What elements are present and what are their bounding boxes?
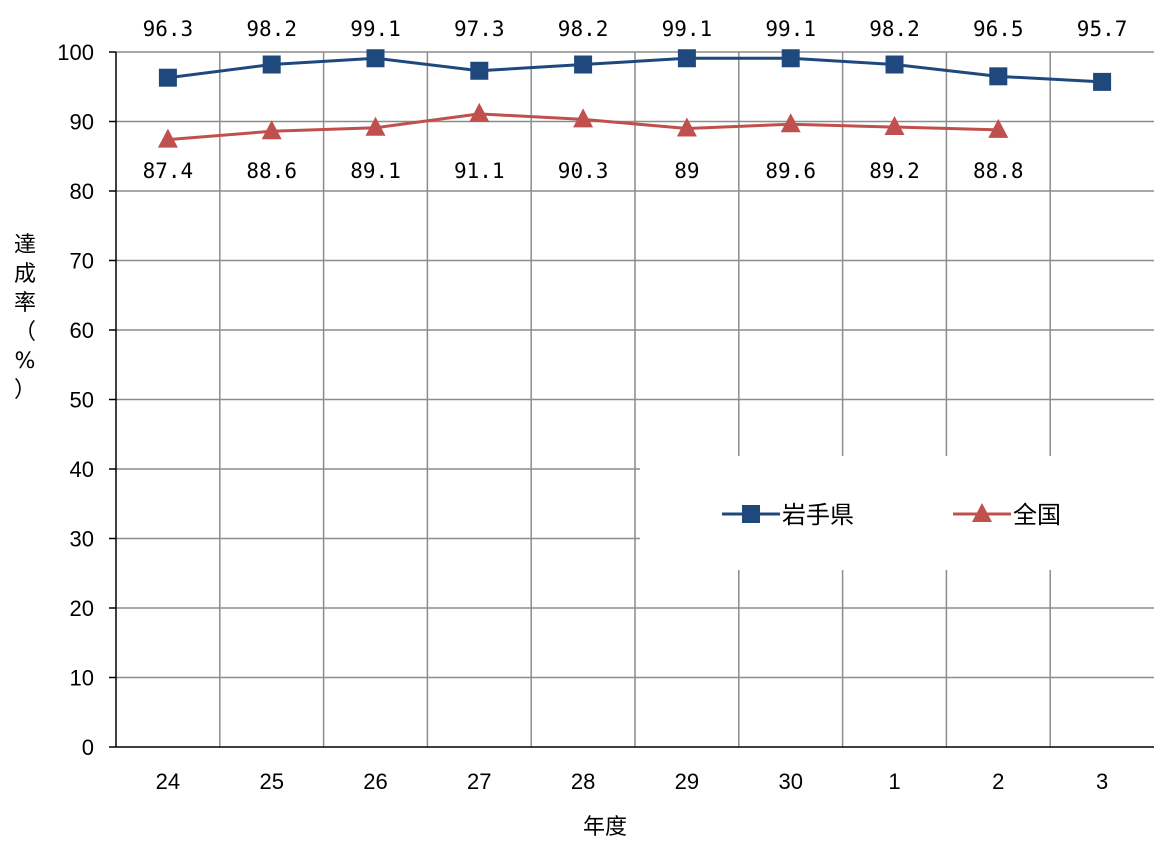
x-tick-label: 3 bbox=[1096, 769, 1108, 794]
data-label: 98.2 bbox=[869, 17, 920, 41]
data-point-square bbox=[158, 68, 177, 87]
y-tick-labels: 0 10 20 30 40 50 60 70 80 90 100 bbox=[57, 40, 94, 760]
data-label: 96.5 bbox=[973, 17, 1024, 41]
data-point-triangle bbox=[573, 108, 594, 128]
legend-marker-triangle-icon bbox=[972, 503, 992, 522]
data-label: 98.2 bbox=[558, 17, 609, 41]
x-tick-label: 25 bbox=[259, 769, 283, 794]
data-label: 87.4 bbox=[143, 159, 194, 183]
data-point-triangle bbox=[884, 116, 905, 136]
legend-marker-square-icon bbox=[742, 505, 760, 523]
y-tick-label: 50 bbox=[70, 388, 94, 413]
legend-label-iwate: 岩手県 bbox=[782, 501, 854, 529]
data-label: 99.1 bbox=[765, 17, 816, 41]
y-tick-label: 60 bbox=[70, 318, 94, 343]
data-label: 90.3 bbox=[558, 159, 609, 183]
data-point-square bbox=[262, 55, 281, 74]
data-label: 89.1 bbox=[350, 159, 401, 183]
y-axis-title-char: （ bbox=[14, 320, 36, 345]
data-point-triangle bbox=[780, 113, 801, 133]
y-tick-label: 80 bbox=[70, 179, 94, 204]
x-tick-labels: 24 25 26 27 28 29 30 1 2 3 bbox=[156, 769, 1109, 794]
data-label: 95.7 bbox=[1077, 17, 1128, 41]
data-label: 88.8 bbox=[973, 159, 1024, 183]
y-axis-title-char: 成 bbox=[14, 262, 36, 287]
data-point-triangle bbox=[365, 116, 386, 136]
data-point-triangle bbox=[157, 128, 178, 148]
x-tick-label: 1 bbox=[888, 769, 900, 794]
legend-item-national: 全国 bbox=[953, 501, 1061, 529]
data-point-square bbox=[781, 49, 800, 68]
y-tick-label: 90 bbox=[70, 110, 94, 135]
y-tick-label: 20 bbox=[70, 596, 94, 621]
data-label: 88.6 bbox=[246, 159, 297, 183]
y-tick-label: 70 bbox=[70, 249, 94, 274]
y-axis-title: 達成率 （% ） bbox=[14, 233, 36, 403]
data-label: 89.2 bbox=[869, 159, 920, 183]
x-tick-label: 27 bbox=[467, 769, 491, 794]
y-tick-label: 100 bbox=[57, 40, 94, 65]
data-point-triangle bbox=[469, 102, 490, 122]
axes bbox=[109, 51, 1154, 748]
data-label: 97.3 bbox=[454, 17, 505, 41]
legend-box bbox=[640, 456, 1154, 570]
data-labels: 96.3 98.2 99.1 97.3 98.2 99.1 99.1 98.2 96.5 95.7… bbox=[143, 17, 1128, 183]
x-tick-label: 30 bbox=[778, 769, 802, 794]
legend: 岩手県 全国 bbox=[640, 456, 1154, 570]
y-tick-label: 0 bbox=[82, 735, 94, 760]
data-point-square bbox=[677, 49, 696, 68]
y-tick-label: 30 bbox=[70, 527, 94, 552]
y-tick-label: 10 bbox=[70, 666, 94, 691]
data-label: 89.6 bbox=[765, 159, 816, 183]
data-point-square bbox=[366, 49, 385, 68]
data-point-square bbox=[470, 61, 489, 80]
legend-label-national: 全国 bbox=[1013, 501, 1061, 529]
grid-lines bbox=[116, 51, 1154, 747]
data-point-triangle bbox=[676, 117, 697, 137]
data-label: 99.1 bbox=[662, 17, 713, 41]
data-point-triangle bbox=[261, 120, 282, 140]
data-label: 99.1 bbox=[350, 17, 401, 41]
data-label: 89 bbox=[674, 159, 699, 183]
x-tick-label: 24 bbox=[156, 769, 180, 794]
data-point-square bbox=[885, 55, 904, 74]
x-tick-label: 28 bbox=[571, 769, 595, 794]
data-label: 98.2 bbox=[246, 17, 297, 41]
y-axis-title-char: 率 bbox=[14, 291, 36, 316]
y-axis-title-char: % bbox=[15, 349, 36, 374]
data-point-square bbox=[989, 67, 1008, 86]
data-point-square bbox=[1093, 72, 1112, 91]
y-axis-title-char: 達 bbox=[14, 233, 36, 258]
y-tick-label: 40 bbox=[70, 457, 94, 482]
x-tick-label: 29 bbox=[675, 769, 699, 794]
x-tick-label: 2 bbox=[992, 769, 1004, 794]
x-axis-title: 年度 bbox=[583, 815, 627, 840]
x-tick-label: 26 bbox=[363, 769, 387, 794]
data-point-triangle bbox=[988, 118, 1009, 138]
legend-item-iwate: 岩手県 bbox=[722, 501, 854, 529]
data-label: 96.3 bbox=[143, 17, 194, 41]
data-label: 91.1 bbox=[454, 159, 505, 183]
y-axis-title-char: ） bbox=[14, 378, 36, 403]
series bbox=[157, 49, 1112, 148]
data-point-square bbox=[574, 55, 593, 74]
series-line-0 bbox=[167, 56, 1103, 84]
